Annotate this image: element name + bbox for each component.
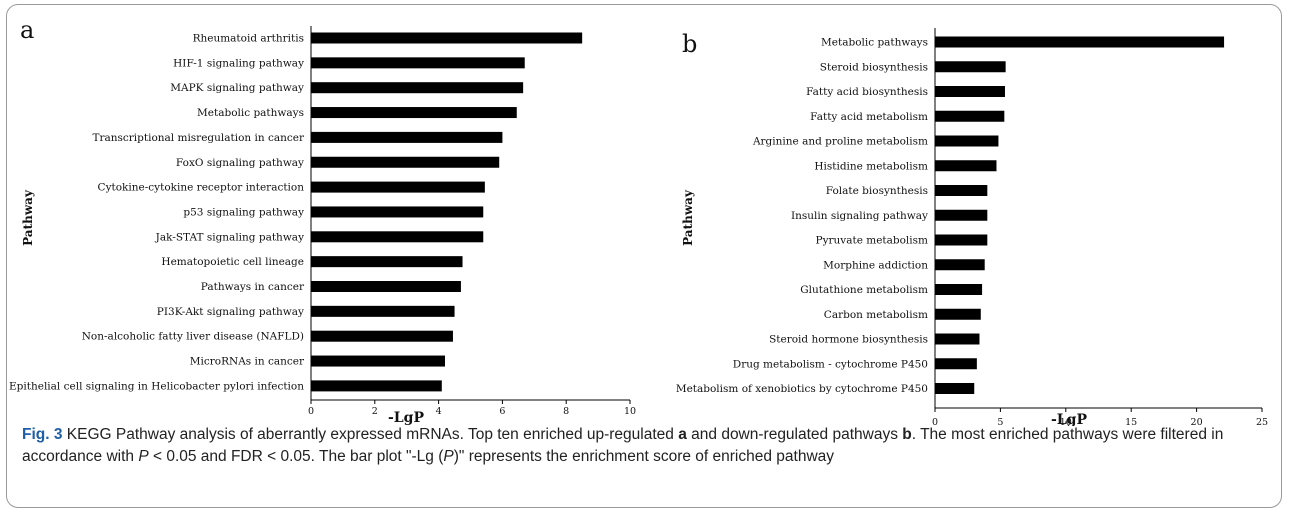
category-label: Histidine metabolism <box>814 160 928 172</box>
caption-panel-a-ref: a <box>678 426 687 443</box>
category-label: Steroid biosynthesis <box>820 61 928 73</box>
x-tick-label: 8 <box>563 406 569 417</box>
category-label: FoxO signaling pathway <box>176 157 304 169</box>
category-label: Fatty acid biosynthesis <box>806 86 928 98</box>
category-label: Transcriptional misregulation in cancer <box>92 132 305 144</box>
category-label: Hematopoietic cell lineage <box>161 256 304 268</box>
caption-text: )" represents the enrichment score of en… <box>453 448 835 465</box>
bar <box>311 330 453 342</box>
bar <box>311 355 445 367</box>
bar <box>935 135 999 147</box>
bar <box>935 209 988 221</box>
category-label: Carbon metabolism <box>824 309 928 321</box>
category-label: Cytokine-cytokine receptor interaction <box>98 182 305 194</box>
panel-label: a <box>20 16 34 44</box>
caption-text: . The most enriched pathways were filter… <box>22 426 1224 465</box>
bar <box>311 32 583 44</box>
x-tick-label: 20 <box>1191 417 1203 426</box>
category-label: Arginine and proline metabolism <box>752 136 928 148</box>
caption-italic-p: P <box>138 448 149 465</box>
category-label: Non-alcoholic fatty liver disease (NAFLD… <box>82 331 304 343</box>
x-axis-label: -LgP <box>388 410 424 426</box>
x-tick-label: 10 <box>624 406 636 417</box>
x-tick-label: 5 <box>997 417 1003 426</box>
category-label: p53 signaling pathway <box>183 206 304 218</box>
bar <box>935 36 1225 48</box>
x-tick-label: 0 <box>932 417 938 426</box>
category-label: Metabolic pathways <box>197 107 304 119</box>
category-label: Steroid hormone biosynthesis <box>769 334 928 346</box>
bar <box>935 383 975 394</box>
x-tick-label: 15 <box>1125 417 1137 426</box>
bar <box>935 259 985 271</box>
category-label: Metabolic pathways <box>821 37 928 49</box>
category-label: MicroRNAs in cancer <box>190 356 305 368</box>
caption-text: and down-regulated pathways <box>686 426 903 443</box>
caption-panel-b-ref: b <box>902 426 912 443</box>
category-label: Glutathione metabolism <box>800 284 928 296</box>
caption-text: < 0.05 and FDR < 0.05. The bar plot "-Lg… <box>148 448 444 465</box>
bar <box>935 61 1006 73</box>
y-axis-label: Pathway <box>681 189 695 246</box>
x-tick-label: 25 <box>1256 417 1268 426</box>
chart-panel-b: b Pathway -LgP 0 5 10 15 20 25 Metabolic path… <box>676 28 1268 426</box>
bar <box>311 107 517 119</box>
caption-italic-p: P <box>443 448 454 465</box>
bar <box>935 358 977 370</box>
category-label: Fatty acid metabolism <box>810 111 928 123</box>
category-label: MAPK signaling pathway <box>170 82 304 94</box>
category-label: Insulin signaling pathway <box>791 210 928 222</box>
bar <box>311 82 524 94</box>
bar <box>311 131 503 143</box>
category-label: Pyruvate metabolism <box>816 235 929 247</box>
category-label: Jak-STAT signaling pathway <box>155 231 304 243</box>
category-label: HIF-1 signaling pathway <box>173 57 304 69</box>
figure-label: Fig. 3 <box>22 426 63 443</box>
bar <box>311 281 461 292</box>
bar <box>311 57 525 69</box>
bar <box>311 231 484 243</box>
y-axis-label: Pathway <box>21 189 35 246</box>
category-label: Morphine addiction <box>823 259 928 271</box>
caption-text: KEGG Pathway analysis of aberrantly expr… <box>62 426 679 443</box>
category-label: Metabolism of xenobiotics by cytochrome … <box>676 383 928 395</box>
bar <box>311 305 455 317</box>
chart-panel-a: a Pathway -LgP 0 2 4 6 8 10 Rheumatoid arthri… <box>9 16 636 426</box>
category-label: Pathways in cancer <box>201 281 305 293</box>
bar <box>935 284 983 295</box>
bar <box>935 234 988 246</box>
bar <box>935 185 988 196</box>
bar <box>935 160 997 172</box>
x-tick-label: 6 <box>499 406 505 417</box>
category-label: Folate biosynthesis <box>826 185 928 197</box>
bar <box>311 156 500 168</box>
bar <box>935 308 981 320</box>
bar <box>311 380 442 392</box>
category-label: Epithelial cell signaling in Helicobacte… <box>9 380 304 392</box>
bar <box>935 86 1005 97</box>
x-tick-label: 0 <box>308 406 314 417</box>
category-label: PI3K-Akt signaling pathway <box>157 306 304 318</box>
x-tick-label: 4 <box>436 406 442 417</box>
bar <box>935 333 980 345</box>
bar <box>935 110 1005 122</box>
bar <box>311 206 484 218</box>
bar <box>311 256 463 268</box>
figure-caption: Fig. 3 KEGG Pathway analysis of aberrant… <box>22 424 1272 468</box>
bar <box>311 181 485 193</box>
panel-label: b <box>682 30 697 58</box>
category-label: Drug metabolism - cytochrome P450 <box>733 358 928 370</box>
figure-frame <box>6 4 1282 508</box>
x-tick-label: 2 <box>372 406 378 417</box>
category-label: Rheumatoid arthritis <box>193 33 304 45</box>
x-axis-label: -LgP <box>1051 412 1087 426</box>
x-tick-label: 10 <box>1060 417 1072 426</box>
